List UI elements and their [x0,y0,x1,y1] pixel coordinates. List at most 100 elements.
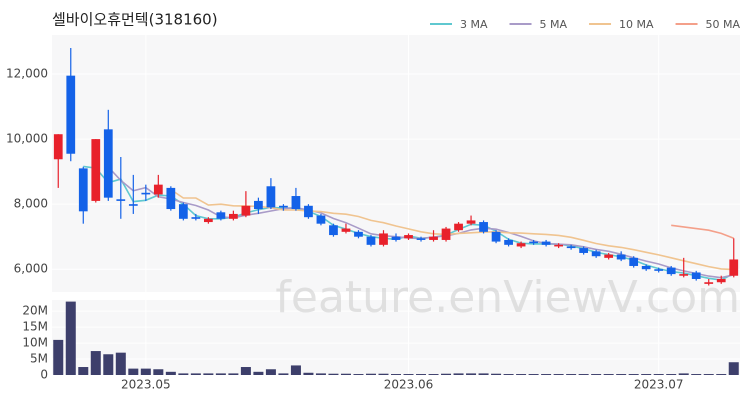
volume-bar [516,374,527,375]
candle-body [103,129,113,198]
chart-title: 셀바이오휴먼텍(318160) [52,11,218,29]
legend-label: 10 MA [619,18,654,31]
volume-bar [666,374,677,375]
volume-bar [290,365,301,375]
candle-body [229,213,238,219]
volume-bar [641,374,652,375]
candle-body [254,200,263,210]
volume-bar [678,373,689,375]
y-tick-label: 15M [22,320,48,334]
volume-bar [165,371,176,375]
x-tick-label: 2023.05 [121,378,171,392]
candle-body [729,259,739,276]
candle-body [716,278,726,283]
volume-bar [265,369,276,375]
candle-body [329,225,338,236]
candle-body [679,274,689,276]
candle-body [141,192,151,195]
candle-body [91,139,101,201]
candle-body [629,257,639,266]
candle-body [441,228,451,240]
volume-bar [90,351,101,375]
volume-bar [453,373,464,375]
volume-bar [616,374,627,375]
x-tick-label: 2023.07 [634,378,684,392]
volume-bar [716,374,727,375]
legend-label: 3 MA [460,18,488,31]
y-tick-label: 10,000 [6,132,48,146]
volume-bar [215,373,226,375]
candle-body [541,241,551,245]
candle-body [516,243,526,247]
candle-body [566,246,576,249]
x-tick-label: 2023.06 [384,378,434,392]
candle-body [491,231,501,242]
volume-bar [541,374,552,375]
ma-line [671,224,734,240]
y-tick-label: 8,000 [14,197,48,211]
legend-label: 50 MA [706,18,741,31]
candle-body [529,241,538,244]
price-pane [52,35,740,292]
volume-bar [190,373,201,375]
candle-body [366,236,376,245]
y-tick-label: 10M [22,336,48,350]
volume-bar [140,368,151,375]
volume-bar [315,373,326,375]
y-tick-label: 20M [22,304,48,318]
volume-bar [591,374,602,375]
candle-body [616,254,626,260]
ma-line [170,188,734,271]
candle-body [304,205,313,218]
volume-bar [728,362,739,375]
candle-body [454,223,463,231]
volume-bar [390,374,402,375]
candle-body [66,75,76,154]
candle-body [641,265,651,270]
volume-bar [428,374,439,375]
candle-body [591,251,601,257]
candle-body [203,218,213,223]
y-tick-label: 12,000 [6,67,48,81]
y-tick-label: 5M [30,352,48,366]
volume-bar [566,374,577,375]
volume-bar [65,301,76,375]
volume-bar [115,352,126,375]
candle-body [391,236,401,240]
candle-body [266,186,276,208]
volume-bar [365,373,376,375]
volume-bar [528,374,539,375]
candle-body [654,269,664,271]
volume-bar [253,371,264,375]
candle-body [153,184,163,195]
volume-bar [578,374,589,375]
legend-label: 5 MA [540,18,568,31]
candle-body [691,272,701,279]
y-tick-label: 6,000 [14,262,48,276]
volume-bar [153,369,164,375]
candle-body [429,236,438,240]
candle-body [178,204,188,219]
candle-body [128,204,138,206]
volume-bar [278,373,289,375]
candle-body [604,254,614,258]
candle-body [379,233,388,245]
candle-body [316,215,326,224]
volume-bar [353,374,364,375]
volume-bar [478,373,489,375]
candle-body [466,220,476,224]
candle-body [78,168,88,212]
candle-body [554,244,563,247]
volume-pane [52,300,740,375]
volume-bar [228,373,239,375]
volume-bar [203,373,214,375]
volume-bar [403,374,414,375]
candle-body [666,267,676,275]
volume-bar [328,373,339,375]
volume-bar [78,367,89,375]
volume-bar [303,372,314,375]
candle-body [479,222,488,232]
volume-bar [653,374,664,375]
candle-body [116,199,126,201]
